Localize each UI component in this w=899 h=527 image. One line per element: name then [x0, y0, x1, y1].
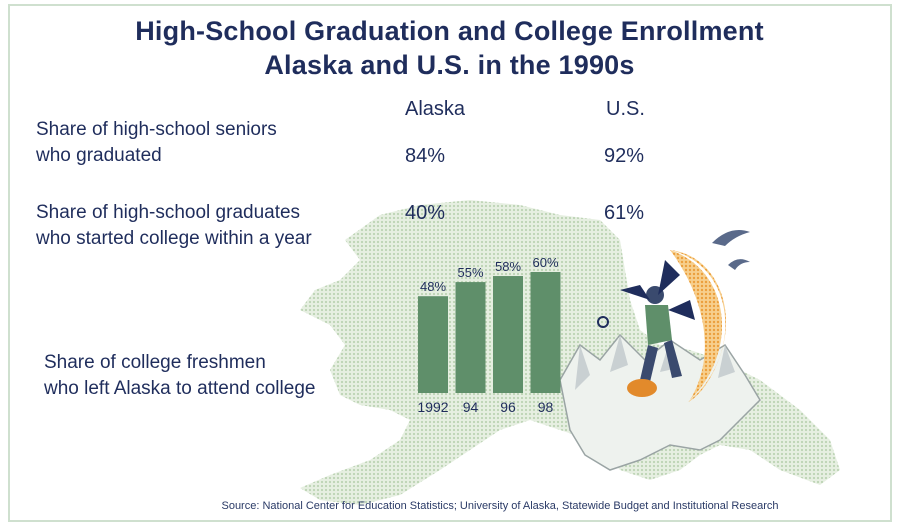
moon-shape [670, 250, 723, 400]
bar-98 [530, 272, 561, 393]
bar-value-label: 48% [420, 279, 446, 294]
bar-1992 [418, 296, 448, 393]
bar-category-label: 98 [538, 399, 554, 415]
bar-category-label: 96 [500, 399, 516, 415]
bar-chart-label-line2: who left Alaska to attend college [44, 378, 316, 399]
source-note: Source: National Center for Education St… [221, 500, 779, 512]
bar-category-label: 1992 [417, 399, 448, 415]
row1-value-alaska: 84% [405, 145, 446, 167]
bar-chart-label-line1: Share of college freshmen [44, 352, 266, 373]
student-figure [597, 260, 695, 397]
column-header-alaska: Alaska [405, 98, 466, 120]
chart-title-line2: Alaska and U.S. in the 1990s [264, 50, 635, 80]
row2-value-alaska: 40% [405, 202, 446, 224]
bar-category-label: 94 [463, 399, 479, 415]
row1-label-line1: Share of high-school seniors [36, 119, 277, 140]
bird-shape [712, 230, 750, 270]
bar-value-label: 58% [495, 259, 521, 274]
bar-value-label: 60% [532, 255, 558, 270]
row2-label-line2: who started college within a year [36, 228, 312, 249]
bar-94 [455, 282, 486, 393]
chart-title-line1: High-School Graduation and College Enrol… [135, 16, 764, 46]
row2-value-us: 61% [604, 202, 645, 224]
row2-label-line1: Share of high-school graduates [36, 202, 301, 223]
bar-value-label: 55% [457, 265, 483, 280]
column-header-us: U.S. [606, 98, 645, 120]
row1-label-line2: who graduated [36, 145, 162, 166]
row1-value-us: 92% [604, 145, 645, 167]
bar-96 [493, 276, 523, 393]
